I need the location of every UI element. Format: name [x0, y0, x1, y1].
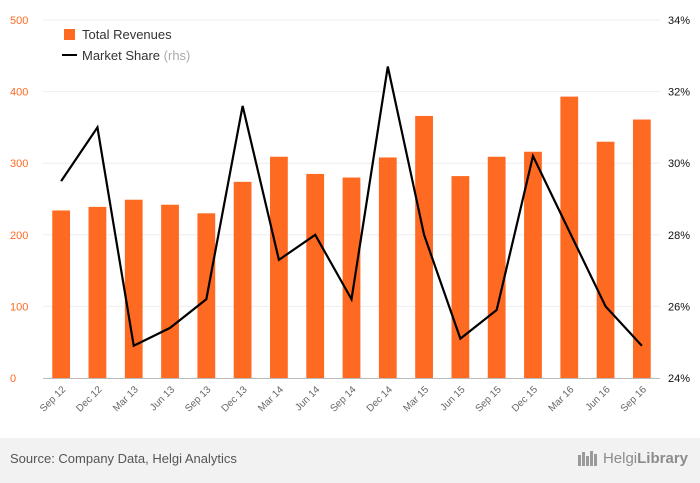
y-right-tick-label: 34% [668, 15, 690, 27]
y-right-tick-labels: 24% 26% 28% 30% 32% 34% [668, 15, 690, 385]
bar [632, 119, 651, 379]
x-tick-label: Jun 13 [148, 384, 177, 413]
x-tick-label: Jun 15 [438, 384, 467, 413]
legend-label-market-share: Market Share (rhs) [82, 48, 190, 63]
chart: 0 100 200 300 400 500 24% 26% 28% 30% 32% 34% Sep … [10, 15, 690, 415]
x-tick-label: Sep 13 [183, 384, 213, 414]
y-left-tick-labels: 0 100 200 300 400 500 [10, 15, 28, 385]
y-left-tick-label: 0 [10, 373, 16, 385]
y-left-tick-label: 300 [10, 158, 28, 170]
x-tick-label: Mar 15 [401, 384, 431, 414]
x-tick-label: Sep 14 [328, 384, 358, 414]
bar [342, 177, 361, 378]
y-right-tick-label: 26% [668, 301, 690, 313]
y-left-tick-label: 200 [10, 230, 28, 242]
x-tick-label: Sep 12 [38, 384, 68, 414]
x-tick-label: Mar 16 [547, 384, 577, 414]
x-tick-label: Dec 13 [220, 384, 250, 414]
x-tick-label: Mar 14 [256, 384, 286, 414]
bar [124, 199, 143, 378]
x-tick-label: Dec 14 [365, 384, 395, 414]
x-tick-label: Sep 16 [619, 384, 649, 414]
logo-text: HelgiLibrary [603, 450, 688, 467]
helgi-library-logo: HelgiLibrary [577, 449, 688, 467]
bar [524, 151, 542, 378]
x-tick-label: Dec 15 [510, 384, 540, 414]
logo-text-bold: Library [637, 449, 688, 467]
bar [88, 206, 107, 378]
gridlines [43, 19, 660, 307]
line-series-market-share [60, 66, 643, 348]
bar [596, 141, 615, 378]
bar [233, 181, 252, 378]
y-right-tick-label: 30% [668, 158, 690, 170]
footer: Source: Company Data, Helgi Analytics He… [0, 438, 700, 483]
x-tick-label: Mar 13 [111, 384, 141, 414]
bar-series-total-revenues [52, 96, 651, 379]
logo-text-light: Helgi [602, 449, 638, 467]
legend: Total Revenues Market Share (rhs) [62, 27, 190, 63]
x-tick-label: Jun 14 [293, 384, 322, 413]
helgi-library-logo-icon [577, 451, 597, 466]
bar [161, 204, 179, 378]
y-left-tick-label: 100 [10, 301, 28, 313]
x-tick-label: Dec 12 [74, 384, 104, 414]
y-left-tick-label: 500 [10, 15, 28, 27]
bar [378, 157, 397, 378]
bar [560, 96, 579, 378]
bar [306, 173, 325, 378]
y-left-tick-label: 400 [10, 87, 28, 99]
y-right-tick-label: 24% [668, 373, 690, 385]
legend-swatch-total-revenues [64, 29, 75, 40]
legend-label-market-share-suffix: (rhs) [164, 48, 191, 63]
legend-label-market-share-text: Market Share [82, 48, 160, 63]
x-tick-label: Jun 16 [584, 384, 613, 413]
x-tick-labels: Sep 12 Dec 12 Mar 13 Jun 13 Sep 13 Dec 13 Mar … [38, 384, 649, 415]
source-text: Source: Company Data, Helgi Analytics [10, 451, 237, 466]
bar [415, 115, 433, 378]
bar [487, 156, 506, 378]
x-tick-label: Sep 15 [474, 384, 504, 414]
y-right-tick-label: 32% [668, 87, 690, 99]
bar [270, 156, 288, 378]
legend-label-total-revenues: Total Revenues [82, 27, 172, 42]
y-right-tick-label: 28% [668, 230, 690, 242]
bar [451, 176, 470, 378]
bar [52, 210, 71, 378]
